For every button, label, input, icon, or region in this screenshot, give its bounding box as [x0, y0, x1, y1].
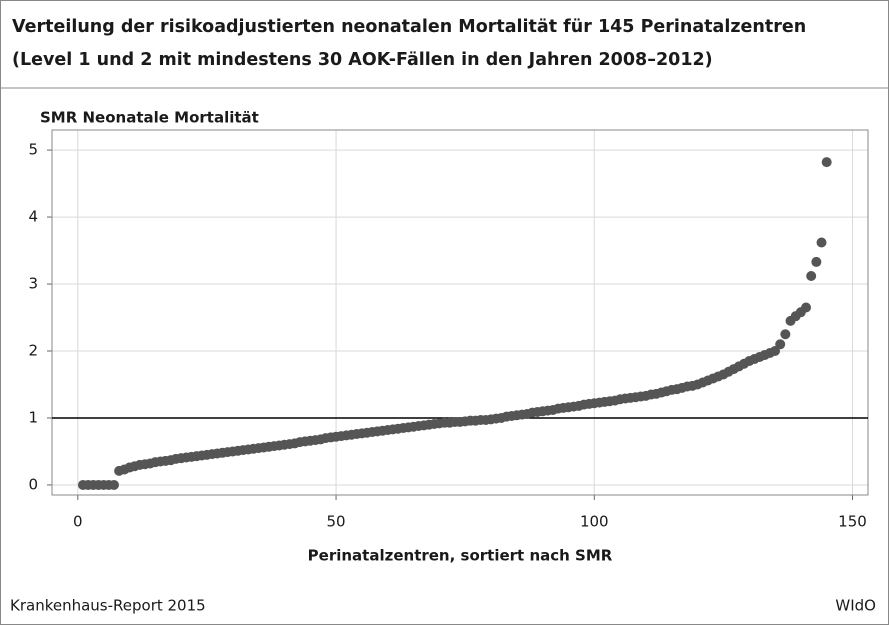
y-tick-label: 2 [28, 342, 38, 360]
point [821, 157, 832, 168]
x-tick-label: 150 [838, 513, 867, 531]
y-tick-label: 0 [28, 475, 38, 493]
source: Krankenhaus-Report 2015 [10, 597, 206, 615]
point [780, 329, 791, 340]
point [816, 237, 827, 248]
point [811, 256, 822, 267]
x-tick-label: 100 [580, 513, 609, 531]
x-axis-label: Perinatalzentren, sortiert nach SMR [308, 547, 613, 565]
title-line: Verteilung der risikoadjustierten neonat… [12, 17, 806, 37]
point [108, 479, 119, 490]
point [806, 271, 817, 281]
publisher: WIdO [835, 597, 876, 615]
point [775, 339, 786, 350]
x-tick-label: 0 [73, 513, 83, 531]
y-tick-label: 5 [28, 141, 38, 159]
y-tick-label: 4 [28, 208, 38, 226]
point [801, 302, 812, 313]
title-line: (Level 1 und 2 mit mindestens 30 AOK-Fäl… [12, 50, 713, 70]
plot-area [51, 129, 869, 496]
x-tick-label: 50 [327, 513, 346, 531]
y-tick-label: 3 [28, 275, 38, 293]
y-axis-label: SMR Neonatale Mortalität [40, 109, 259, 127]
y-tick-label: 1 [28, 408, 38, 426]
